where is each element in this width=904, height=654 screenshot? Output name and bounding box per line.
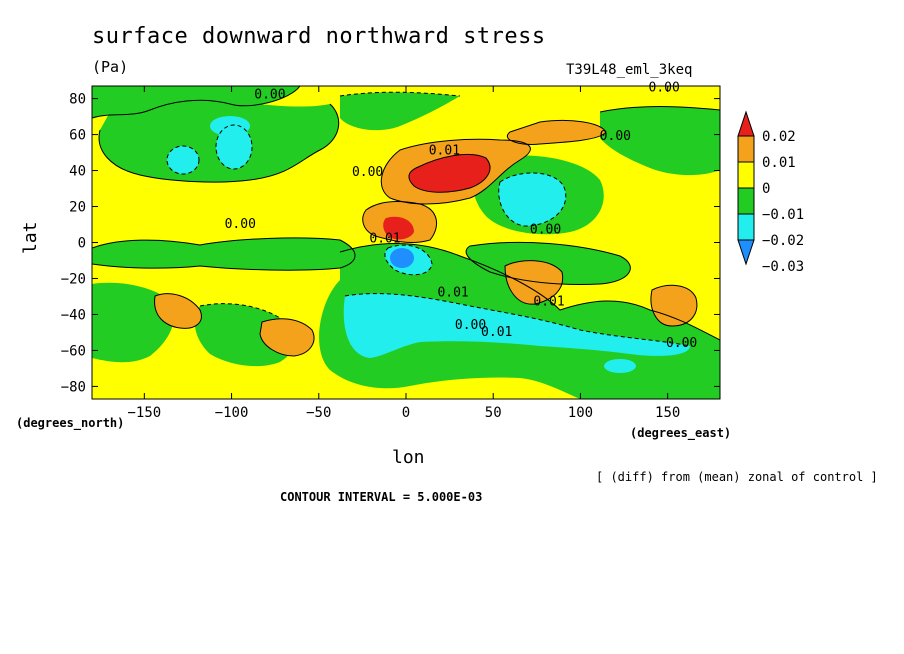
colorbar-bottom-arrow [737, 239, 755, 266]
colorbar-label: −0.03 [762, 259, 804, 275]
contour-lines [92, 86, 720, 357]
colorbar-segment [737, 187, 755, 215]
contour-label: 0.00 [649, 80, 680, 95]
run-id-label: T39L48_eml_3keq [566, 62, 693, 78]
y-tick-label: 0 [78, 236, 86, 252]
x-tick-label: 150 [655, 405, 680, 421]
y-axis: 80 60 40 20 0 −20 −40 −60 −80 [61, 92, 720, 395]
negative-contour-lines [166, 91, 691, 347]
contour-label: 0.00 [600, 129, 631, 144]
colorbar-label: 0.01 [762, 155, 796, 171]
contour-label: 0.01 [481, 325, 512, 340]
contour-label: 0.01 [437, 285, 468, 300]
contour-label: 0.00 [254, 88, 285, 103]
colorbar-label: −0.02 [762, 233, 804, 249]
colorbar-label: −0.01 [762, 207, 804, 223]
y-tick-label: 20 [69, 200, 86, 216]
colorbar-segment [737, 161, 755, 189]
y-tick-label: −60 [61, 343, 86, 359]
x-tick-label: 100 [568, 405, 593, 421]
colorbar-segment [737, 135, 755, 163]
x-tick-label: 50 [485, 405, 502, 421]
colorbar-top-arrow [737, 110, 755, 137]
blue-regions [390, 248, 414, 268]
contour-label: 0.00 [666, 336, 697, 351]
contour-interval: CONTOUR INTERVAL = 5.000E-03 [280, 490, 483, 504]
contour-labels: 0.00 0.000.000.010.000.00 0.000.010.010.01… [225, 80, 698, 350]
x-axis: −150 −100 −50 0 50 100 150 [127, 86, 680, 421]
x-tick-label: −150 [127, 405, 161, 421]
x-axis-title: lon [392, 447, 425, 468]
colorbar-label: 0 [762, 181, 770, 197]
colorbar: 0.02 0.01 0 −0.01 −0.02 −0.03 [737, 110, 804, 275]
contour-label: 0.01 [533, 294, 564, 309]
x-tick-label: 0 [402, 405, 410, 421]
contour-field [92, 86, 720, 399]
x-tick-label: −50 [306, 405, 331, 421]
contour-label: 0.00 [225, 217, 256, 232]
contour-label: 0.01 [369, 232, 400, 247]
contour-label: 0.01 [429, 143, 460, 158]
contour-label: 0.00 [455, 318, 486, 333]
colorbar-segment [737, 213, 755, 241]
cyan-regions [167, 116, 690, 373]
chart-title: surface downward northward stress [92, 24, 546, 49]
contour-label: 0.00 [352, 165, 383, 180]
colorbar-label: 0.02 [762, 129, 796, 145]
x-units-label: (degrees_east) [630, 426, 732, 440]
diff-note: [ (diff) from (mean) zonal of control ] [596, 470, 878, 484]
y-tick-label: 60 [69, 128, 86, 144]
contour-label: 0.00 [530, 223, 561, 238]
y-tick-label: −40 [61, 307, 86, 323]
y-tick-label: 80 [69, 92, 86, 108]
y-tick-label: −80 [61, 379, 86, 395]
y-units-label: (degrees_north) [16, 416, 125, 430]
y-axis-title: lat [20, 221, 41, 254]
units-label: (Pa) [92, 58, 129, 76]
y-tick-label: −20 [61, 271, 86, 287]
red-regions [383, 154, 491, 240]
y-tick-label: 40 [69, 164, 86, 180]
x-tick-label: −100 [215, 405, 249, 421]
